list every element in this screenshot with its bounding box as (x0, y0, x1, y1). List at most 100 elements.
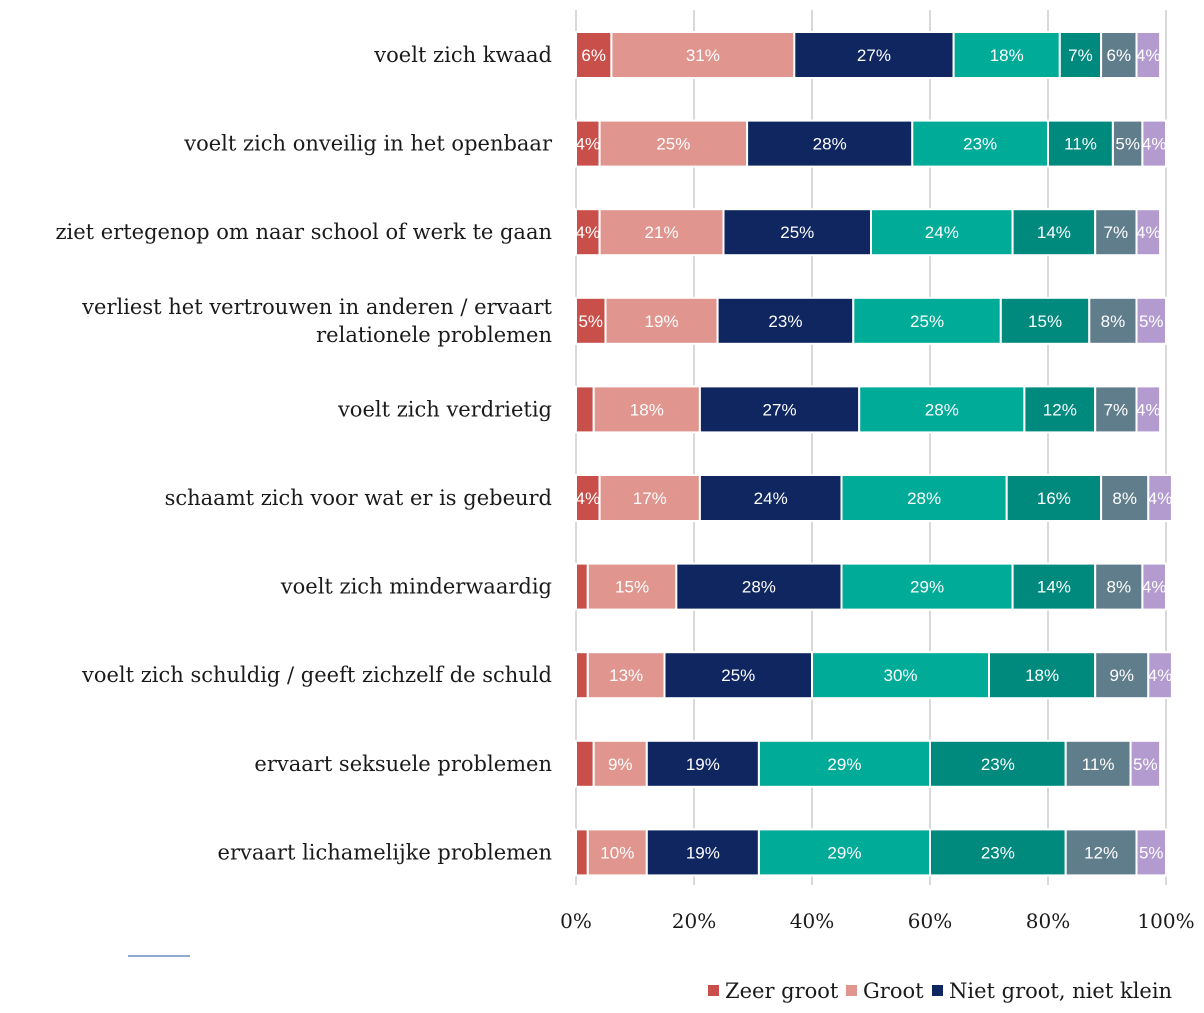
category-label: verliest het vertrouwen in anderen / erv… (81, 295, 552, 319)
bar-row: 9% 19% 29% 23% 11% 5% (575, 739, 1162, 788)
bar-segment (592, 385, 701, 434)
data-label: 29% (827, 755, 861, 774)
bar-segment (675, 562, 843, 611)
data-label: 8% (1101, 312, 1126, 331)
bar-segment (1111, 119, 1144, 168)
data-label: 25% (910, 312, 944, 331)
bar-segment (698, 385, 861, 434)
bar-segment (1141, 119, 1168, 168)
bar-segment (1094, 651, 1150, 700)
legend-swatch (708, 985, 719, 996)
category-label: voelt zich verdrietig (337, 397, 552, 421)
bar-segment (1135, 296, 1167, 345)
data-label: 4% (576, 135, 601, 154)
stray-mark (128, 955, 190, 957)
bar-segment (1147, 474, 1173, 522)
data-label: 4% (1142, 135, 1167, 154)
bar-segment (575, 385, 595, 434)
category-label: schaamt zich voor wat er is gebeurd (165, 486, 552, 510)
bar-segment (575, 739, 595, 788)
data-label: 4% (1142, 578, 1167, 597)
data-label: 14% (1037, 223, 1071, 242)
category-label: voelt zich kwaad (373, 43, 552, 67)
legend-label: Zeer groot (725, 979, 839, 1003)
data-label: 9% (1109, 666, 1134, 685)
data-label: 8% (1107, 578, 1132, 597)
bar-segment (929, 828, 1067, 877)
bar-segment (575, 296, 607, 345)
data-label: 11% (1082, 755, 1115, 774)
data-label: 28% (813, 135, 847, 154)
bar-segment (1094, 208, 1138, 257)
data-label: 18% (630, 400, 664, 419)
data-label: 5% (1139, 312, 1164, 331)
data-label: 4% (576, 223, 601, 242)
data-label: 4% (1136, 400, 1161, 419)
data-label: 4% (1136, 223, 1161, 242)
data-label: 25% (780, 223, 814, 242)
bar-segment (1147, 651, 1173, 700)
bar-segment (645, 739, 760, 788)
data-label: 24% (925, 223, 959, 242)
category-label: voelt zich onveilig in het openbaar (183, 132, 553, 156)
bars: 6% 31% 27% 18% 7% 6% 4%4% 25% 28% 23% 11% 5% 4%4% 21%… (575, 31, 1173, 877)
data-label: 23% (963, 135, 997, 154)
data-label: 5% (1115, 135, 1140, 154)
data-label: 7% (1104, 223, 1129, 242)
bar-segment (1005, 474, 1103, 522)
bar-row: 18% 27% 28% 12% 7% 4% (575, 385, 1162, 434)
data-label: 24% (754, 489, 788, 508)
data-label: 6% (581, 46, 606, 65)
data-label: 4% (1136, 46, 1161, 65)
bar-segment (1135, 208, 1162, 257)
data-label: 25% (656, 135, 690, 154)
data-label: 28% (925, 400, 959, 419)
bar-row: 6% 31% 27% 18% 7% 6% 4% (575, 31, 1162, 79)
data-label: 4% (576, 489, 601, 508)
data-label: 19% (686, 843, 720, 862)
data-label: 30% (883, 666, 917, 685)
legend: Zeer groot Groot Niet groot, niet klein (708, 979, 1172, 1003)
data-label: 28% (907, 489, 941, 508)
bar-row: 4% 25% 28% 23% 11% 5% 4% (575, 119, 1168, 168)
legend-label: Groot (863, 979, 924, 1003)
bar-segment (598, 474, 701, 522)
bar-segment (852, 296, 1002, 345)
bar-segment (999, 296, 1091, 345)
bar-segment (1100, 31, 1138, 79)
data-label: 25% (721, 666, 755, 685)
category-label: voelt zich schuldig / geeft zichzelf de … (81, 663, 552, 687)
data-label: 12% (1043, 400, 1077, 419)
data-label: 27% (763, 400, 797, 419)
bar-segment (575, 651, 589, 700)
data-label: 4% (1148, 666, 1173, 685)
data-label: 15% (1028, 312, 1062, 331)
data-label: 6% (1107, 46, 1132, 65)
data-label: 28% (742, 578, 776, 597)
bar-segment (1129, 739, 1162, 788)
data-label: 31% (686, 46, 720, 65)
bar-segment (586, 651, 666, 700)
bar-row: 4% 17% 24% 28% 16% 8% 4% (575, 474, 1173, 522)
bar-segment (575, 828, 589, 877)
bar-row: 13% 25% 30% 18% 9% 4% (575, 651, 1173, 700)
category-label: relationele problemen (316, 323, 552, 347)
data-label: 12% (1084, 843, 1118, 862)
bar-segment (1011, 562, 1097, 611)
data-label: 10% (600, 843, 634, 862)
category-labels: voelt zich kwaad voelt zich onveilig in h… (55, 43, 553, 864)
data-label: 11% (1064, 135, 1097, 154)
data-label: 29% (910, 578, 944, 597)
bar-segment (1094, 562, 1144, 611)
bar-row: 10% 19% 29% 23% 12% 5% (575, 828, 1167, 877)
data-label: 5% (1133, 755, 1158, 774)
bar-segment (575, 31, 613, 79)
data-label: 7% (1104, 400, 1129, 419)
data-label: 15% (615, 578, 649, 597)
data-label: 16% (1037, 489, 1071, 508)
data-label: 9% (608, 755, 633, 774)
data-label: 27% (857, 46, 891, 65)
bar-row: 4% 21% 25% 24% 14% 7% 4% (575, 208, 1162, 257)
data-label: 5% (578, 312, 603, 331)
legend-swatch (846, 985, 857, 996)
